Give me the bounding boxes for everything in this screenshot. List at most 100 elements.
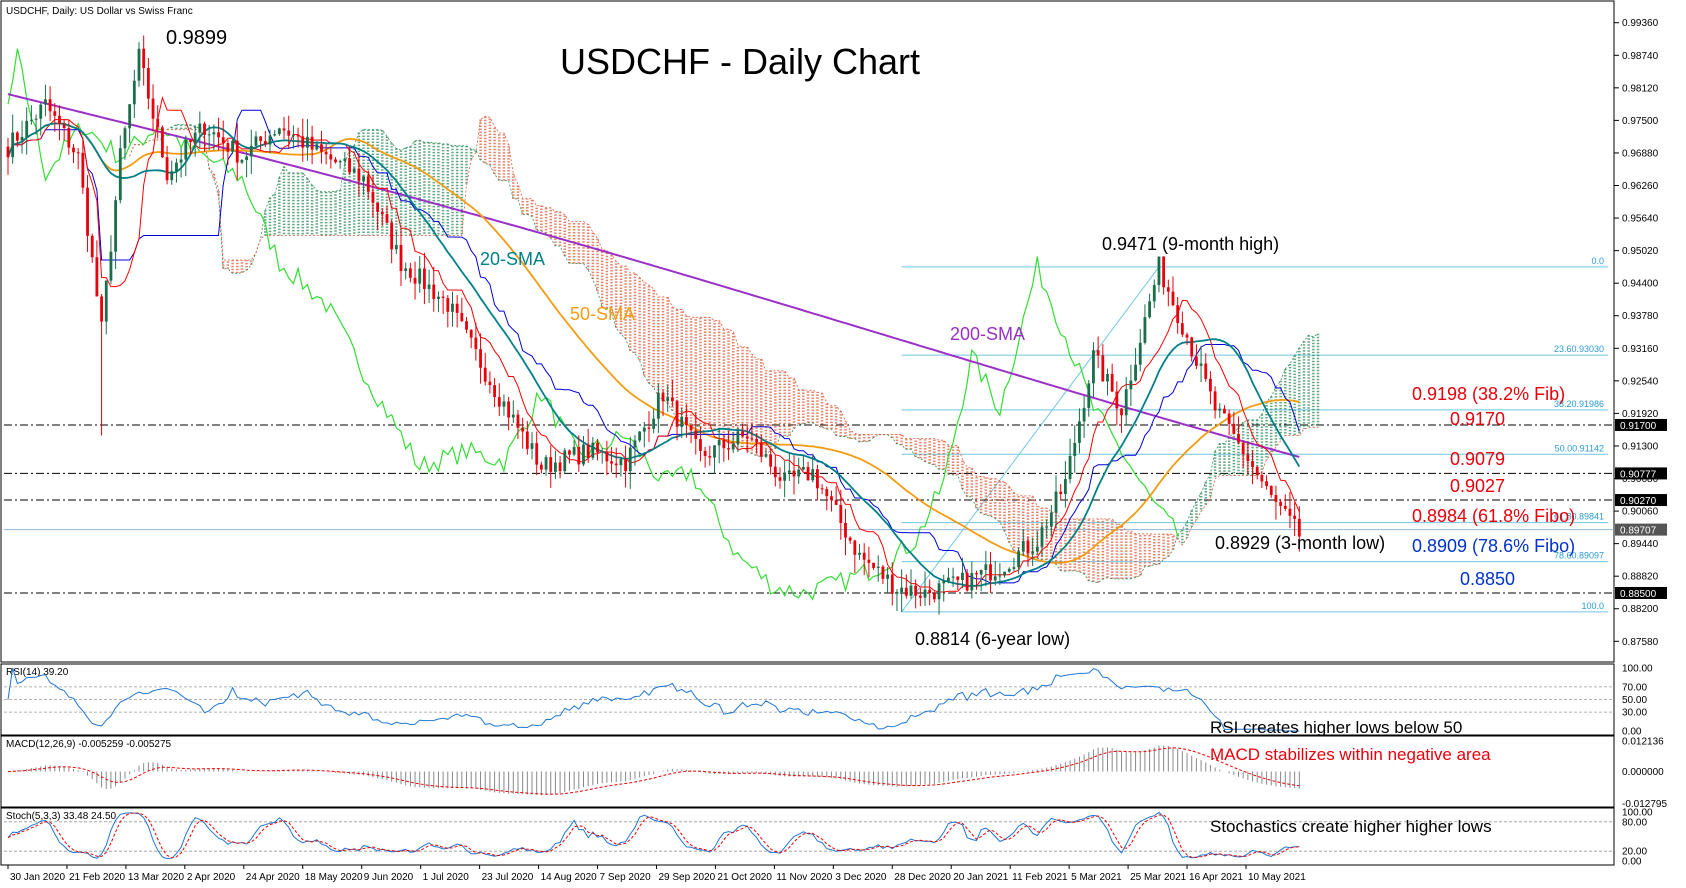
candle-body [876, 566, 880, 568]
candle-body [1003, 571, 1006, 576]
candle-body [998, 575, 1002, 577]
candle-body [142, 48, 146, 69]
candle-body [918, 595, 922, 598]
candle-body [1082, 407, 1086, 422]
date-tick-label: 21 Oct 2020 [717, 872, 772, 883]
macd-signal-line [7, 747, 1300, 795]
price-tick-label: 0.90680 [1622, 474, 1659, 485]
candle-body [72, 147, 75, 153]
candle-body [1021, 540, 1025, 552]
candle-body [834, 500, 838, 505]
candle-body [773, 466, 777, 478]
candle-body [371, 191, 375, 203]
candle-body [853, 540, 857, 555]
candle-body [1045, 526, 1049, 528]
panel-tick-label: 0.000000 [1622, 767, 1664, 778]
candle-body [535, 443, 539, 465]
candle-body [198, 123, 202, 133]
candle-body [245, 156, 249, 160]
candle-body [1059, 491, 1063, 494]
annotation-0.9899: 0.9899 [166, 27, 227, 49]
label-200-sma: 200-SMA [950, 324, 1025, 344]
candle-body [1017, 551, 1021, 568]
candle-body [151, 98, 155, 119]
candle-body [914, 585, 918, 596]
candle-body [460, 312, 464, 322]
candle-body [904, 587, 908, 596]
candle-body [928, 589, 932, 594]
candle-body [310, 136, 314, 150]
candle-body [1204, 363, 1208, 379]
candle-body [334, 159, 337, 163]
candle-body [259, 136, 263, 142]
candle-body [86, 187, 89, 236]
annotation-0.9027: 0.9027 [1450, 476, 1505, 496]
price-tag-box [1615, 467, 1667, 480]
candle-body [872, 562, 875, 568]
price-tag-text: 0.91700 [1620, 421, 1657, 432]
panel-tick-label: 100.00 [1622, 808, 1653, 819]
candle-body [1115, 391, 1119, 409]
date-tick-label: 16 Apr 2021 [1189, 872, 1243, 883]
candle-body [563, 450, 567, 472]
candle-body [455, 303, 459, 313]
candle-body [1078, 421, 1081, 443]
candle-body [1007, 568, 1011, 572]
candle-body [801, 466, 805, 470]
candle-body [1274, 495, 1278, 502]
candle-body [6, 146, 10, 158]
candle-body [263, 141, 267, 145]
candle-body [81, 152, 85, 188]
candle-body [44, 99, 47, 105]
fib-level-tag: 0.0 [1591, 256, 1604, 266]
candle-body [483, 367, 487, 382]
price-tick-label: 0.88200 [1622, 604, 1659, 615]
candle-body [890, 574, 894, 594]
candle-body [175, 162, 178, 172]
date-tick-label: 18 May 2020 [305, 872, 363, 883]
price-panel-frame [0, 0, 1615, 663]
price-tag-text: 0.90270 [1620, 496, 1657, 507]
candle-body [656, 393, 660, 419]
candle-body [713, 445, 716, 458]
candle-body [11, 132, 15, 158]
candle-body [217, 132, 220, 138]
candle-body [48, 99, 52, 112]
price-tick-label: 0.91300 [1622, 441, 1659, 452]
candle-body [764, 454, 768, 457]
candle-body [736, 431, 740, 444]
candle-body [203, 123, 206, 135]
candle-body [858, 552, 861, 555]
annotation-6-year-low: 0.8814 (6-year low) [915, 629, 1070, 649]
candle-body [670, 397, 674, 401]
candle-body [1199, 363, 1203, 366]
fib-level-tag: 78.60.89097 [1554, 551, 1604, 561]
candle-body [1241, 442, 1245, 455]
candle-body [207, 134, 211, 136]
panel-note: RSI creates higher lows below 50 [1210, 718, 1462, 737]
date-tick-label: 23 Jul 2020 [482, 872, 534, 883]
candle-body [1049, 512, 1053, 527]
candle-body [132, 80, 136, 105]
date-tick-label: 2 Apr 2020 [187, 872, 236, 883]
candle-body [923, 589, 927, 598]
price-tag-text: 0.90777 [1620, 469, 1657, 480]
candle-body [624, 459, 627, 472]
candle-body [296, 134, 300, 137]
candle-body [1162, 256, 1166, 288]
candle-body [816, 469, 819, 489]
candle-body [170, 171, 174, 181]
candle-body [619, 459, 623, 466]
candle-body [511, 414, 515, 418]
fib-trend-line [901, 266, 1160, 613]
panel-note: MACD stabilizes within negative area [1210, 745, 1491, 764]
candle-body [1269, 485, 1273, 496]
price-tick-label: 0.92540 [1622, 376, 1659, 387]
candle-body [1096, 350, 1100, 356]
candle-body [1157, 256, 1161, 286]
candle-body [806, 466, 810, 481]
date-tick-label: 11 Nov 2020 [776, 872, 832, 883]
candle-body [965, 572, 969, 591]
